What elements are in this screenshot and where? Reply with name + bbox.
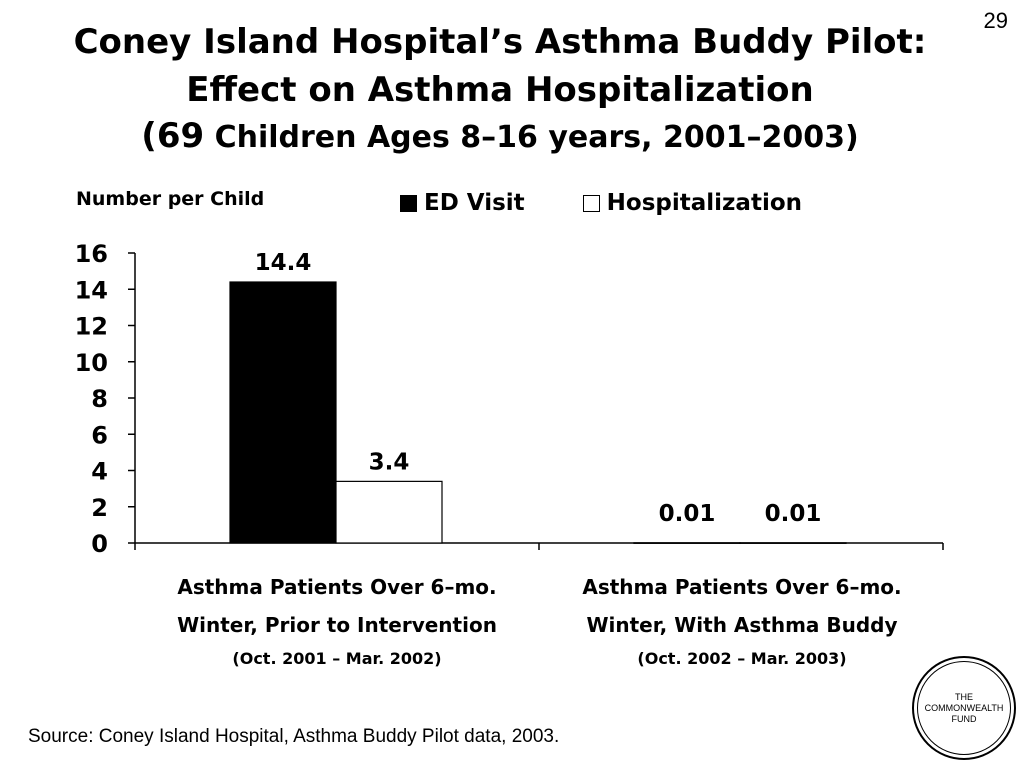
category-label-with-buddy-line3: (Oct. 2002 – Mar. 2003) [637,649,847,668]
y-tick-label: 10 [75,349,108,377]
category-label-prior-line2: Winter, Prior to Intervention [177,613,497,637]
logo-line-2: COMMONWEALTH [924,702,1004,713]
y-tick-label: 0 [91,530,108,558]
legend-swatch-ed-visit [400,194,417,212]
legend-label-ed-visit: ED Visit [424,190,525,216]
logo-text: THE COMMONWEALTH FUND [917,661,1011,755]
slide-title: Coney Island Hospital’s Asthma Buddy Pil… [0,18,1000,160]
legend-swatch-hospitalization [582,194,600,212]
logo-line-3: FUND [951,713,977,724]
bar-hospitalization [739,542,847,544]
y-tick-label: 4 [91,458,108,486]
title-line-2: Effect on Asthma Hospitalization [186,70,814,110]
data-label-ed-visit: 14.4 [255,250,312,276]
category-label-prior: Asthma Patients Over 6–mo. Winter, Prior… [137,568,537,674]
y-tick-label: 14 [75,276,108,304]
source-note: Source: Coney Island Hospital, Asthma Bu… [28,726,560,747]
bar-hospitalization [335,480,443,544]
y-tick-label: 8 [91,385,108,413]
title-line-1: Coney Island Hospital’s Asthma Buddy Pil… [73,22,927,62]
slide-number: 29 [983,8,1008,33]
category-label-with-buddy-line2: Winter, With Asthma Buddy [586,613,898,637]
y-tick-label: 2 [91,494,108,522]
data-label-ed-visit: 0.01 [659,501,716,527]
bar-ed-visit [633,542,741,544]
chart-legend: ED Visit Hospitalization [400,190,860,216]
logo-line-1: THE [955,691,973,702]
y-axis-label: Number per Child [76,188,265,210]
commonwealth-fund-logo: THE COMMONWEALTH FUND [912,656,1016,760]
category-label-with-buddy-line1: Asthma Patients Over 6–mo. [582,575,902,599]
bar-ed-visit [229,281,337,544]
legend-label-hospitalization: Hospitalization [606,190,803,216]
title-line-3-rest: Children Ages 8–16 years, 2001–2003) [204,120,859,155]
y-tick-label: 16 [75,240,108,268]
category-label-with-buddy: Asthma Patients Over 6–mo. Winter, With … [542,568,942,674]
y-tick-label: 12 [75,313,108,341]
legend-item-ed-visit: ED Visit [400,190,525,216]
y-tick-label: 6 [91,421,108,449]
category-label-prior-line3: (Oct. 2001 – Mar. 2002) [232,649,442,668]
title-line-3-big: (69 [141,116,205,156]
data-label-hospitalization: 0.01 [765,501,822,527]
data-label-hospitalization: 3.4 [369,449,410,475]
legend-item-hospitalization: Hospitalization [582,190,803,216]
title-line-3: (69 Children Ages 8–16 years, 2001–2003) [0,114,1000,160]
category-label-prior-line1: Asthma Patients Over 6–mo. [177,575,497,599]
